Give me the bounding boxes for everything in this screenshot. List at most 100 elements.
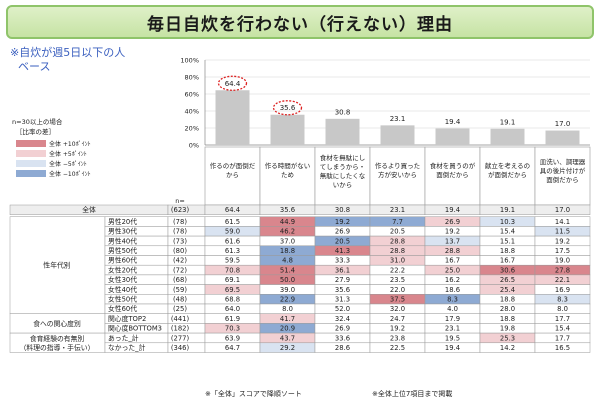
- column-header-label: 献立を考えるのが面倒だから: [485, 161, 530, 179]
- data-cell-value: 44.9: [280, 218, 295, 226]
- data-cell-value: 28.8: [390, 237, 405, 245]
- column-header-line: 食材を無駄にし: [320, 153, 366, 162]
- data-cell-value: 25.4: [500, 286, 515, 294]
- data-cell-value: 22.0: [390, 286, 405, 294]
- row-n-value: (80): [173, 247, 187, 255]
- row-n-value: (25): [173, 305, 187, 313]
- data-cell-value: 4.8: [282, 257, 293, 265]
- title-banner: 毎日自炊を行わない（行えない）理由: [6, 5, 594, 39]
- data-cell-value: 59.0: [225, 228, 240, 236]
- legend-item-minus5: 全体 −5ﾎﾟｲﾝﾄ: [16, 158, 102, 168]
- data-cell-value: 11.5: [555, 228, 570, 236]
- column-header-line: 食材を買うのが: [430, 161, 476, 170]
- difference-legend: ［比率の差］ 全体 +10ﾎﾟｲﾝﾄ 全体 +5ﾎﾟｲﾝﾄ 全体 −5ﾎﾟｲﾝﾄ…: [16, 126, 102, 178]
- data-cell-value: 32.4: [335, 315, 350, 323]
- row-label: 男性20代: [108, 217, 137, 226]
- data-cell-value: 28.0: [500, 305, 515, 313]
- group-label: 食への関心度別: [33, 319, 81, 328]
- data-cell-value: 4.0: [447, 305, 458, 313]
- column-header-label: 作るのが面倒だから: [210, 161, 256, 179]
- data-cell-value: 17.7: [555, 334, 570, 342]
- row-n-value: (78): [173, 218, 187, 226]
- data-cell-value: 19.2: [555, 237, 570, 245]
- row-n-value: (59): [173, 286, 187, 294]
- row-label: 関心度TOP2: [108, 314, 146, 323]
- row-n-value: (441): [171, 315, 190, 323]
- data-cell-value: 16.9: [555, 286, 570, 294]
- column-header-line: 面倒だから: [546, 175, 579, 184]
- data-cell-value: 23.5: [390, 276, 405, 284]
- legend-label: 全体 +10ﾎﾟｲﾝﾄ: [49, 140, 91, 148]
- legend-swatch: [16, 139, 46, 147]
- data-cell-value: 33.3: [335, 257, 350, 265]
- bar-value-label: 35.6: [280, 104, 296, 112]
- y-tick-label: 100%: [180, 57, 199, 65]
- column-header-cell: [479, 146, 536, 206]
- data-cell-value: 17.7: [555, 315, 570, 323]
- data-cell: [534, 204, 591, 215]
- group-label: 性年代別: [43, 261, 70, 270]
- data-cell-value: 15.1: [500, 237, 515, 245]
- group-label-cell: [9, 216, 106, 314]
- data-cell-value: 25.3: [500, 334, 515, 342]
- row-n-value: (78): [173, 228, 187, 236]
- column-header-line: 面倒だから: [436, 170, 469, 179]
- data-cell-value: 30.6: [500, 266, 515, 274]
- bar-value-label: 17.0: [555, 120, 571, 128]
- legend-label: 全体 −10ﾎﾟｲﾝﾄ: [49, 170, 91, 178]
- data-cell-value: 8.3: [447, 296, 458, 304]
- bar: [380, 125, 415, 145]
- legend-swatch: [16, 169, 46, 177]
- data-cell-value: 37.5: [390, 296, 405, 304]
- data-cell-value: 22.1: [555, 276, 570, 284]
- column-header-line: 作る時間がない: [265, 161, 311, 170]
- column-header-line: 無駄にしたくな: [320, 171, 366, 180]
- column-header-line: 方が安いから: [378, 170, 417, 179]
- row-label: 男性40代: [108, 236, 137, 245]
- data-cell-value: 23.8: [390, 334, 405, 342]
- row-label: 関心度BOTTOM3: [108, 324, 162, 333]
- data-cell-value: 7.7: [392, 218, 403, 226]
- data-cell-value: 64.7: [225, 344, 240, 352]
- data-cell-value: 17.0: [555, 206, 570, 214]
- bar-value-label: 64.4: [225, 80, 241, 88]
- data-cell-value: 37.0: [280, 237, 295, 245]
- bar: [545, 130, 580, 145]
- bar-value-label: 19.4: [445, 118, 461, 126]
- data-cell-value: 28.8: [390, 247, 405, 255]
- row-label: なかった_計: [108, 343, 146, 352]
- row-label: 男性60代: [108, 256, 137, 265]
- data-cell-value: 64.0: [225, 305, 240, 313]
- legend-item-minus10: 全体 −10ﾎﾟｲﾝﾄ: [16, 168, 102, 178]
- data-cell-value: 61.9: [225, 315, 240, 323]
- data-cell-value: 20.9: [280, 325, 295, 333]
- data-cell-value: 20.5: [335, 237, 350, 245]
- column-header-line: 作るより買った: [375, 161, 420, 170]
- column-header-line: 具の後片付けが: [540, 166, 586, 175]
- data-cell-value: 23.1: [445, 325, 460, 333]
- data-cell-value: 43.7: [280, 334, 295, 342]
- data-cell-value: 69.5: [225, 286, 240, 294]
- row-n-value: (42): [173, 257, 187, 265]
- data-cell-value: 17.5: [555, 247, 570, 255]
- column-header-line: てしまうから・: [320, 163, 366, 171]
- data-cell-value: 19.2: [335, 218, 350, 226]
- row-n-value: (277): [171, 334, 190, 342]
- data-cell-value: 16.5: [555, 344, 570, 352]
- data-cell-value: 8.3: [557, 296, 568, 304]
- bar-value-label: 23.1: [390, 115, 406, 123]
- data-cell-value: 70.3: [225, 325, 240, 333]
- legend-item-plus5: 全体 +5ﾎﾟｲﾝﾄ: [16, 148, 102, 158]
- group-label: （料理の指導・手伝い）: [20, 343, 95, 352]
- column-header-label: 作るより買った方が安いから: [375, 161, 420, 179]
- bar-value-label: 19.1: [500, 118, 516, 126]
- data-cell-value: 17.9: [445, 315, 460, 323]
- data-cell-value: 70.8: [225, 266, 240, 274]
- data-cell-value: 23.1: [390, 206, 405, 214]
- data-cell-value: 22.9: [280, 296, 295, 304]
- data-cell-value: 16.7: [500, 257, 515, 265]
- column-header-label: 作る時間がないため: [265, 161, 311, 179]
- data-cell-value: 16.2: [445, 276, 460, 284]
- legend-label: 全体 +5ﾎﾟｲﾝﾄ: [49, 150, 87, 158]
